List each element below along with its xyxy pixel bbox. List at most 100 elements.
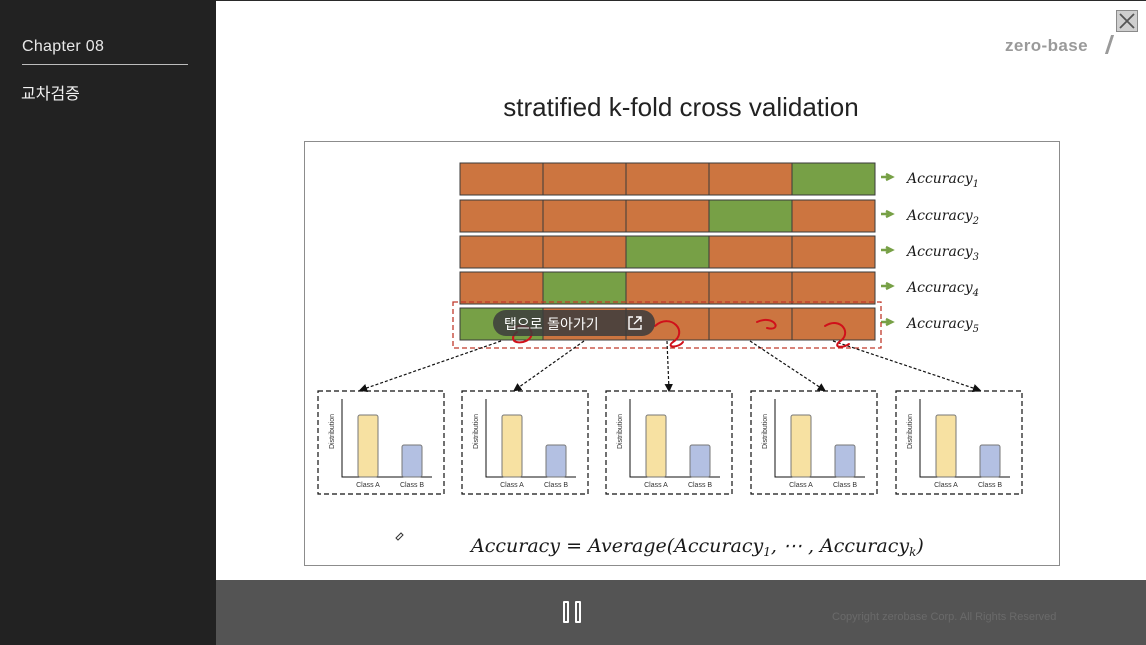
train-fold-block [459, 271, 544, 305]
fold-accuracy-label: Accuracy4 [905, 280, 979, 299]
train-fold-block [625, 199, 710, 233]
panel-axis [341, 399, 432, 478]
open-in-new-icon [628, 316, 642, 330]
class-a-bar [501, 414, 523, 478]
fold-connector-arrow [358, 340, 502, 392]
class-b-bar [979, 444, 1001, 478]
distribution-axis-label: Distribution [907, 414, 914, 449]
class-a-bar [645, 414, 667, 478]
close-icon [1119, 13, 1135, 29]
train-fold-block [708, 235, 793, 269]
class-a-bar [357, 414, 379, 478]
lesson-item[interactable]: 교차검증 [21, 84, 80, 103]
pause-icon [575, 601, 581, 623]
train-fold-block [459, 235, 544, 269]
video-control-bar: Copyright zerobase Corp. All Rights Rese… [216, 580, 1146, 645]
fold-connector-arrow [664, 340, 673, 393]
distribution-axis-label: Distribution [473, 414, 480, 449]
fold-accuracy-label: Accuracy3 [905, 244, 979, 263]
panel-frame [750, 390, 878, 495]
pencil-icon [395, 532, 404, 541]
result-arrow [881, 209, 895, 219]
pause-icon [563, 601, 569, 623]
result-arrow [881, 245, 895, 255]
distribution-axis-label: Distribution [617, 414, 624, 449]
train-fold-block [791, 271, 876, 305]
fold-accuracy-label: Accuracy2 [905, 208, 979, 227]
class-a-label: Class A [644, 482, 668, 489]
class-b-bar [545, 444, 567, 478]
class-b-label: Class B [833, 482, 857, 489]
class-distribution-panel: Distribution Class A Class B [605, 390, 733, 495]
class-a-label: Class A [356, 482, 380, 489]
train-fold-block [708, 162, 793, 196]
class-b-label: Class B [400, 482, 424, 489]
train-fold-block [708, 271, 793, 305]
train-fold-block [708, 307, 793, 341]
zero-base-logo: zero-base [1005, 36, 1088, 55]
class-distribution-panel: Distribution Class A Class B [461, 390, 589, 495]
panel-frame [605, 390, 733, 495]
panel-frame [895, 390, 1023, 495]
fold-connector-arrow [832, 340, 982, 393]
lecture-slide: zero-base stratified k-fold cross valida… [216, 1, 1146, 580]
pen-mark [756, 319, 777, 330]
train-fold-block [542, 162, 627, 196]
result-arrow [881, 281, 895, 291]
chapter-title: Chapter 08 [22, 38, 105, 55]
result-arrow [881, 172, 895, 182]
class-distribution-panel: Distribution Class A Class B [317, 390, 445, 495]
class-b-bar [689, 444, 711, 478]
class-b-label: Class B [978, 482, 1002, 489]
class-distribution-panel: Distribution Class A Class B [895, 390, 1023, 495]
kfold-figure: Accuracy1 Accuracy2 Accuracy3 Accuracy4 Accu… [304, 141, 1060, 566]
panel-axis [485, 399, 576, 478]
chapter-divider [22, 64, 188, 65]
pen-mark [824, 322, 850, 348]
panel-axis [774, 399, 865, 478]
class-a-bar [935, 414, 957, 478]
train-fold-block [542, 199, 627, 233]
class-b-bar [834, 444, 856, 478]
class-b-label: Class B [544, 482, 568, 489]
class-b-label: Class B [688, 482, 712, 489]
panel-frame [461, 390, 589, 495]
pen-mark [654, 320, 684, 348]
train-fold-block [791, 235, 876, 269]
logo-slash [1104, 35, 1115, 54]
panel-axis [629, 399, 720, 478]
test-fold-block [708, 199, 793, 233]
slide-title: stratified k-fold cross validation [503, 92, 859, 122]
test-fold-block [542, 271, 627, 305]
test-fold-block [625, 235, 710, 269]
fold-accuracy-label: Accuracy5 [905, 316, 979, 335]
kfold-diagram: Accuracy1 Accuracy2 Accuracy3 Accuracy4 Accu… [317, 162, 1023, 559]
lesson-sidebar: Chapter 08 교차검증 [0, 0, 216, 645]
class-a-bar [790, 414, 812, 478]
back-to-tab-label: 탭으로 돌아가기 [504, 317, 599, 333]
panel-axis [919, 399, 1010, 478]
train-fold-block [625, 271, 710, 305]
close-button[interactable] [1116, 10, 1138, 32]
copyright-text: Copyright zerobase Corp. All Rights Rese… [832, 611, 1057, 623]
back-to-tab-button[interactable]: 탭으로 돌아가기 [493, 310, 655, 336]
class-a-label: Class A [934, 482, 958, 489]
average-formula: Accuracy = Average(Accuracy1, ⋯ , Accura… [469, 535, 924, 559]
test-fold-block [791, 162, 876, 196]
class-a-label: Class A [500, 482, 524, 489]
distribution-axis-label: Distribution [329, 414, 336, 449]
train-fold-block [542, 235, 627, 269]
panel-frame [317, 390, 445, 495]
train-fold-block [459, 199, 544, 233]
train-fold-block [459, 162, 544, 196]
class-a-label: Class A [789, 482, 813, 489]
fold-accuracy-label: Accuracy1 [905, 171, 979, 190]
train-fold-block [625, 162, 710, 196]
train-fold-block [791, 199, 876, 233]
class-distribution-panel: Distribution Class A Class B [750, 390, 878, 495]
fold-connector-arrow [513, 340, 585, 392]
class-b-bar [401, 444, 423, 478]
pause-button[interactable] [561, 600, 587, 626]
distribution-axis-label: Distribution [762, 414, 769, 449]
result-arrow [881, 317, 895, 327]
